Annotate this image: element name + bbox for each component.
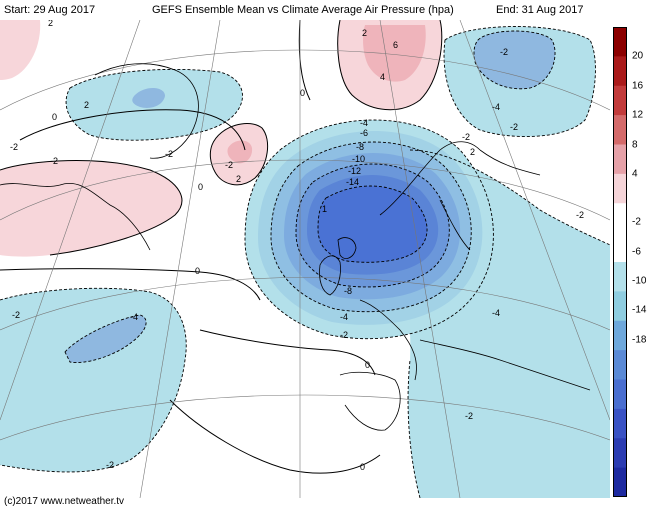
legend-swatch xyxy=(613,232,627,263)
zero-contours xyxy=(0,20,443,474)
contour-label: -10 xyxy=(352,154,365,164)
contour-label: -2 xyxy=(50,156,58,166)
legend-swatch xyxy=(613,379,627,410)
contour-label: 4 xyxy=(380,72,385,82)
legend-label: -6 xyxy=(632,246,641,258)
contour-label: -6 xyxy=(360,128,368,138)
chart-title: GEFS Ensemble Mean vs Climate Average Ai… xyxy=(152,4,454,16)
contour-label: -4 xyxy=(360,118,368,128)
anomaly-area-atlantic-core xyxy=(65,315,147,363)
contour-label: 6 xyxy=(393,40,398,50)
contour-label: -4 xyxy=(492,308,500,318)
anomaly-area-arctic-east-core xyxy=(474,31,556,89)
copyright: (c)2017 www.netweather.tv xyxy=(4,496,125,507)
contour-label: -2 xyxy=(576,210,584,220)
anomaly-area-arctic-positive-core xyxy=(363,25,426,82)
legend-swatch xyxy=(613,350,627,380)
legend-label: 4 xyxy=(632,168,638,180)
contour-label: -2 xyxy=(462,132,470,142)
legend-swatch xyxy=(613,438,627,469)
contour-label: -12 xyxy=(348,166,361,176)
legend-label: 16 xyxy=(632,80,644,92)
legend-label: 20 xyxy=(632,50,644,62)
contour-label: 2 xyxy=(48,20,53,28)
contour-label: -14 xyxy=(346,177,359,187)
contour-label: -2 xyxy=(465,411,473,421)
contour-label: 0 xyxy=(360,462,365,472)
contour-label: 2 xyxy=(84,100,89,110)
contour-labels: -2 -2 -2 -2 -2 -2 -2 -2 -2 -2 -4 -4 -4 -… xyxy=(10,20,584,472)
contour-label: -4 xyxy=(130,312,138,322)
legend-swatch xyxy=(613,27,627,57)
contour-label: -2 xyxy=(165,149,173,159)
contour-label: -2 xyxy=(510,122,518,132)
contour-label: 0 xyxy=(52,112,57,122)
legend-label: 12 xyxy=(632,109,644,121)
legend-swatch xyxy=(613,85,627,116)
anomaly-area-greenland-core xyxy=(132,87,165,108)
contour-label: 0 xyxy=(365,360,370,370)
legend-swatch xyxy=(613,144,627,175)
legend-label: -2 xyxy=(632,216,641,228)
legend-label: -18 xyxy=(632,334,647,346)
contour-label: -2 xyxy=(10,142,18,152)
contour-label: -2 xyxy=(500,47,508,57)
start-date: Start: 29 Aug 2017 xyxy=(4,4,96,16)
legend-label: -14 xyxy=(632,304,647,316)
contour-label: 0 xyxy=(195,266,200,276)
legend-swatch xyxy=(613,203,627,234)
low-contours xyxy=(0,26,610,498)
low-band-7 xyxy=(318,186,428,263)
contour-label: -4 xyxy=(340,312,348,322)
contour-label: 2 xyxy=(236,174,241,184)
contour-label: 0 xyxy=(300,88,305,98)
contour-label: -8 xyxy=(356,142,364,152)
contour-label: 0 xyxy=(198,182,203,192)
legend-label: -10 xyxy=(632,275,647,287)
contour-label: -4 xyxy=(492,102,500,112)
contour-label: -2 xyxy=(340,330,348,340)
contour-label: -8 xyxy=(344,286,352,296)
legend-swatch xyxy=(613,467,627,497)
contour-label: 1 xyxy=(322,204,327,214)
contour-label: 2 xyxy=(362,28,367,38)
contour-label: 2 xyxy=(470,147,475,157)
legend-swatch xyxy=(613,262,627,292)
contour-label: -2 xyxy=(106,460,114,470)
coastlines xyxy=(0,63,591,431)
legend-colorbar xyxy=(613,27,627,497)
legend-label: 8 xyxy=(632,139,638,150)
contour-label: -2 xyxy=(12,310,20,320)
legend-swatch xyxy=(613,173,627,204)
legend-swatch xyxy=(613,115,627,145)
contour-label: -2 xyxy=(225,160,233,170)
anomaly-area-greenland-positive-core xyxy=(227,140,253,164)
pressure-anomaly-map: -2 -2 -2 -2 -2 -2 -2 -2 -2 -2 -4 -4 -4 -… xyxy=(0,20,610,498)
legend-swatch xyxy=(613,408,627,439)
graticule xyxy=(0,20,610,498)
legend-swatch xyxy=(613,56,627,87)
end-date: End: 31 Aug 2017 xyxy=(496,4,584,16)
anomaly-area-canada-positive xyxy=(0,160,182,257)
anomaly-area-nw-positive xyxy=(0,20,41,80)
legend-swatch xyxy=(613,291,627,322)
legend-swatch xyxy=(613,320,627,351)
